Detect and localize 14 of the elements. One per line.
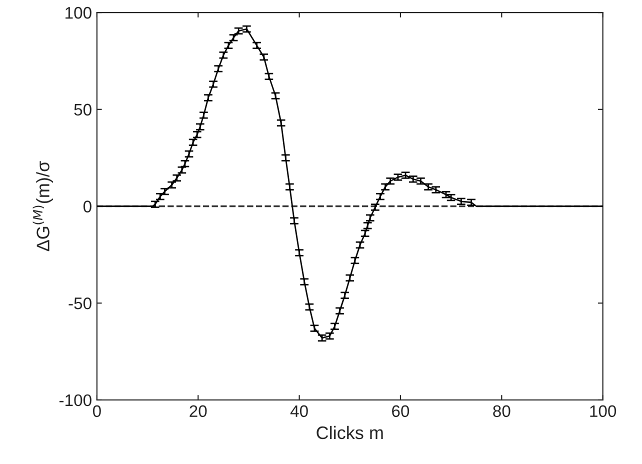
y-tick-label: -50	[68, 298, 92, 310]
y-tick-label: 0	[83, 200, 92, 212]
y-tick-label: 50	[74, 104, 92, 116]
x-tick-label: 0	[92, 405, 101, 418]
y-axis-title: ΔG$^{(M)}$(m)/σ	[32, 161, 54, 252]
x-axis-title: Clicks m	[316, 426, 383, 440]
x-tick-label: 80	[493, 405, 510, 418]
x-tick-label: 100	[590, 405, 616, 418]
y-tick-label: -100	[59, 394, 92, 406]
line-series	[96, 28, 603, 339]
x-tick-label: 60	[392, 405, 410, 418]
x-tick-label: 40	[290, 405, 308, 418]
y-tick-label: 100	[66, 6, 92, 19]
x-tick-label: 20	[190, 405, 207, 418]
